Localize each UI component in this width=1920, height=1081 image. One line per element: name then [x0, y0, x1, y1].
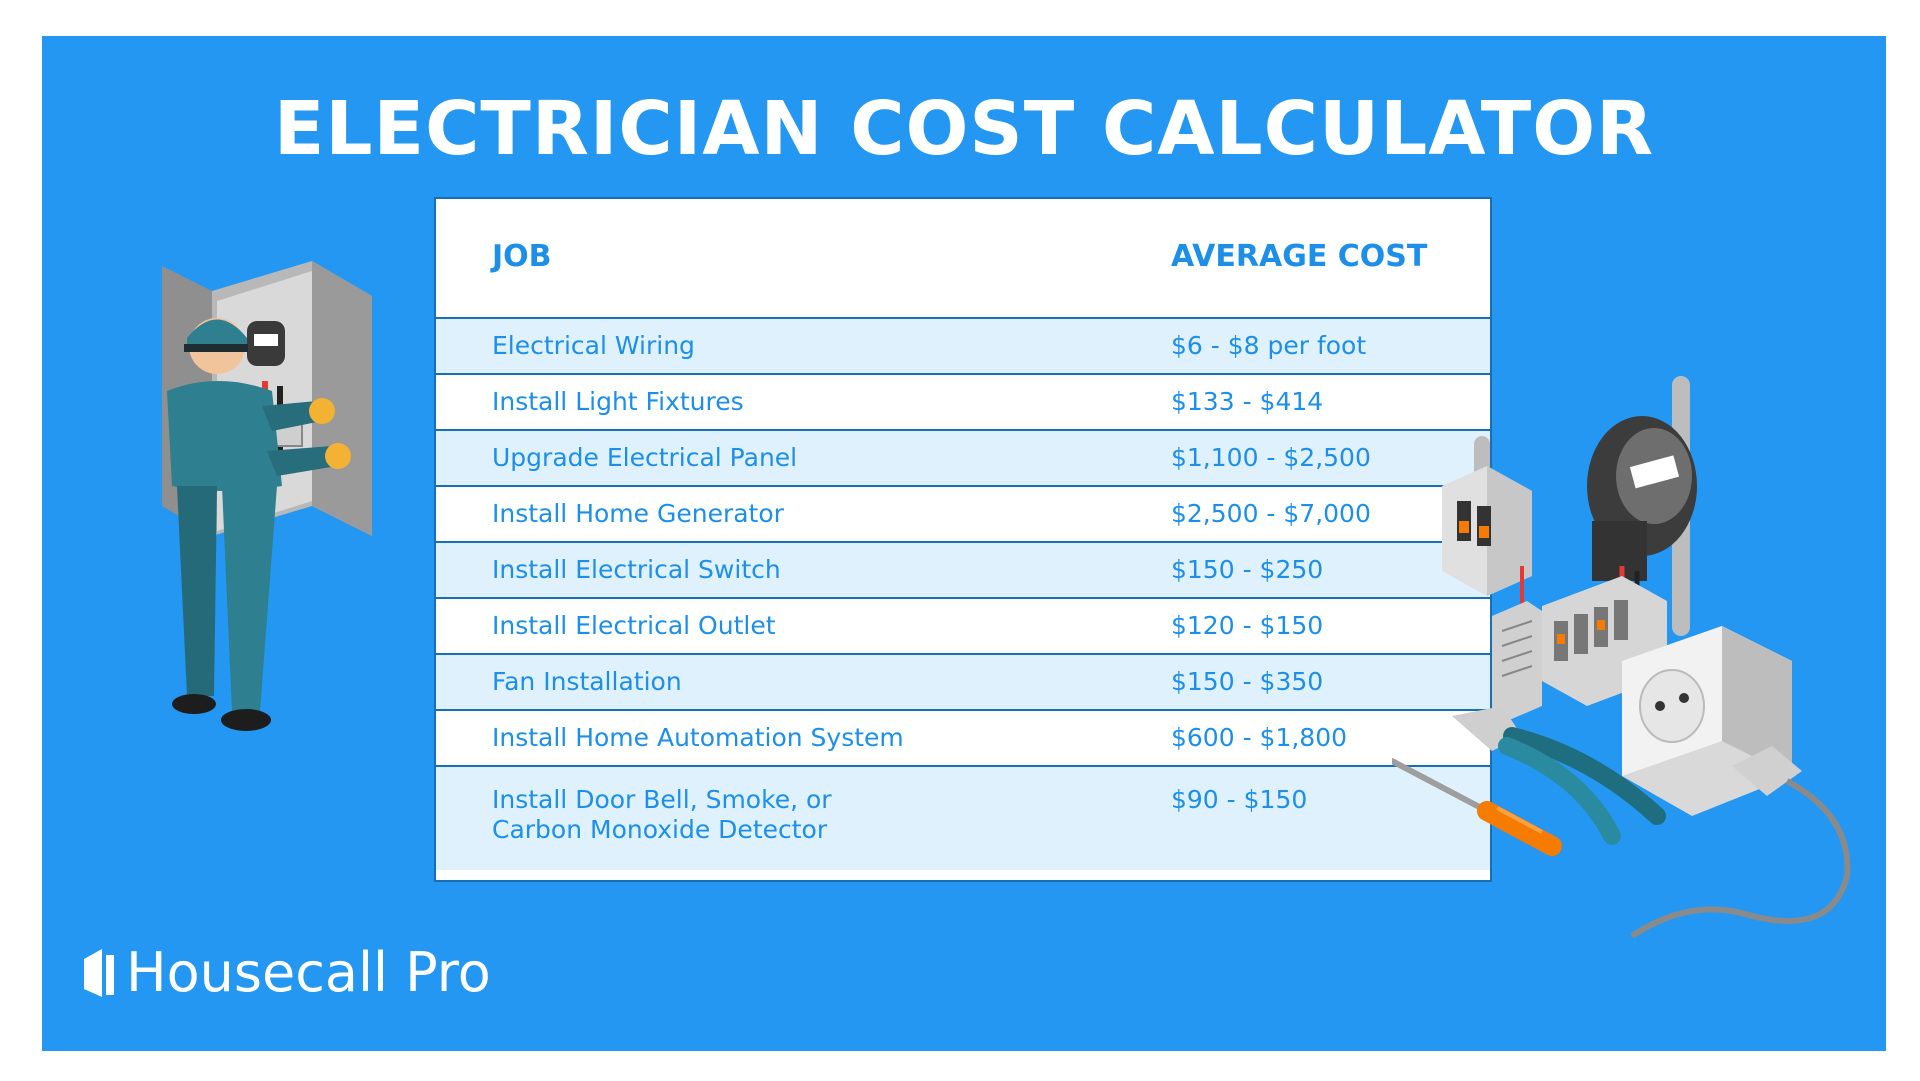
job-cell: Install Door Bell, Smoke, or Carbon Mono…	[492, 785, 1092, 845]
electrical-equipment-illustration	[1392, 376, 1851, 939]
column-header-average-cost: AVERAGE COST	[1171, 239, 1428, 274]
cost-cell: $1,100 - $2,500	[1171, 443, 1371, 472]
cost-cell: $150 - $350	[1171, 667, 1324, 696]
job-cell: Electrical Wiring	[492, 331, 695, 360]
job-cell: Install Home Generator	[492, 499, 784, 528]
table-row: Install Home Generator $2,500 - $7,000	[436, 487, 1490, 543]
cost-cell: $600 - $1,800	[1171, 723, 1348, 752]
table-row: Install Electrical Switch $150 - $250	[436, 543, 1490, 599]
cost-cell: $6 - $8 per foot	[1171, 331, 1367, 360]
electrician-illustration	[162, 261, 372, 731]
table-row: Install Home Automation System $600 - $1…	[436, 711, 1490, 767]
page-title: ELECTRICIAN COST CALCULATOR	[273, 86, 1655, 172]
job-cell: Install Electrical Switch	[492, 555, 781, 584]
job-cell-line-1: Install Door Bell, Smoke, or	[492, 785, 832, 814]
table-row: Upgrade Electrical Panel $1,100 - $2,500	[436, 431, 1490, 487]
job-cell: Install Electrical Outlet	[492, 611, 776, 640]
brand-logo: Housecall Pro	[82, 941, 491, 1004]
infographic-panel: ELECTRICIAN COST CALCULATOR JOB AVERAGE …	[42, 36, 1886, 1051]
job-cell-line-2: Carbon Monoxide Detector	[492, 815, 828, 844]
job-cell: Fan Installation	[492, 667, 682, 696]
job-cell: Install Home Automation System	[492, 723, 904, 752]
cost-cell: $133 - $414	[1171, 387, 1324, 416]
table-row: Fan Installation $150 - $350	[436, 655, 1490, 711]
job-cell: Install Light Fixtures	[492, 387, 744, 416]
table-row: Electrical Wiring $6 - $8 per foot	[436, 319, 1490, 375]
housecall-pro-logo-icon	[84, 948, 114, 997]
column-header-job: JOB	[492, 239, 552, 274]
cost-cell: $2,500 - $7,000	[1171, 499, 1371, 528]
table-row: Install Light Fixtures $133 - $414	[436, 375, 1490, 431]
brand-name: Housecall Pro	[126, 941, 491, 1004]
cost-cell: $150 - $250	[1171, 555, 1324, 584]
table-row: Install Electrical Outlet $120 - $150	[436, 599, 1490, 655]
table-row: Install Door Bell, Smoke, or Carbon Mono…	[436, 767, 1490, 870]
table-header: JOB AVERAGE COST	[436, 199, 1490, 319]
job-cell: Upgrade Electrical Panel	[492, 443, 798, 472]
cost-cell: $90 - $150	[1171, 785, 1308, 814]
cost-cell: $120 - $150	[1171, 611, 1324, 640]
cost-table: JOB AVERAGE COST Electrical Wiring $6 - …	[434, 197, 1492, 882]
